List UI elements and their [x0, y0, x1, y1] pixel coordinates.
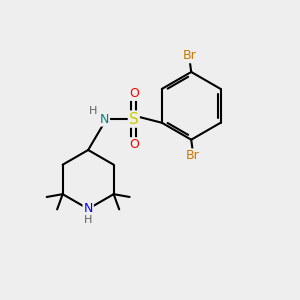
- Text: O: O: [129, 138, 139, 151]
- Text: H: H: [84, 215, 92, 225]
- Text: S: S: [129, 112, 139, 127]
- Text: N: N: [100, 112, 109, 126]
- Text: Br: Br: [186, 149, 200, 162]
- Text: Br: Br: [183, 49, 196, 62]
- Text: N: N: [83, 202, 93, 215]
- Text: O: O: [129, 87, 139, 100]
- Text: H: H: [89, 106, 98, 116]
